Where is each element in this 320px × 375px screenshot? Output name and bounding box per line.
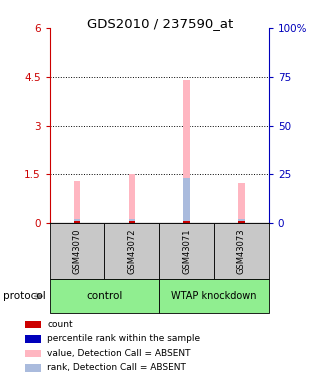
Text: GSM43071: GSM43071 bbox=[182, 228, 191, 274]
Bar bbox=[25, 321, 41, 328]
Bar bbox=[129, 221, 135, 223]
FancyBboxPatch shape bbox=[50, 279, 159, 313]
Bar bbox=[25, 364, 41, 372]
Text: percentile rank within the sample: percentile rank within the sample bbox=[47, 334, 201, 343]
Bar bbox=[238, 221, 245, 223]
Text: GSM43070: GSM43070 bbox=[73, 228, 82, 274]
Text: count: count bbox=[47, 320, 73, 328]
Bar bbox=[238, 183, 245, 223]
Bar bbox=[238, 219, 245, 223]
Bar bbox=[74, 181, 80, 223]
Text: value, Detection Call = ABSENT: value, Detection Call = ABSENT bbox=[47, 349, 191, 358]
Text: rank, Detection Call = ABSENT: rank, Detection Call = ABSENT bbox=[47, 363, 186, 372]
FancyBboxPatch shape bbox=[104, 223, 159, 279]
FancyBboxPatch shape bbox=[159, 279, 269, 313]
Bar bbox=[183, 178, 190, 223]
Bar bbox=[129, 174, 135, 223]
Bar bbox=[74, 219, 80, 223]
FancyBboxPatch shape bbox=[159, 223, 214, 279]
Bar bbox=[25, 335, 41, 343]
Bar bbox=[25, 350, 41, 357]
FancyBboxPatch shape bbox=[50, 223, 104, 279]
Text: GDS2010 / 237590_at: GDS2010 / 237590_at bbox=[87, 17, 233, 30]
Text: protocol: protocol bbox=[3, 291, 46, 301]
Bar bbox=[74, 221, 80, 223]
Text: GSM43073: GSM43073 bbox=[237, 228, 246, 274]
Text: WTAP knockdown: WTAP knockdown bbox=[171, 291, 257, 301]
FancyBboxPatch shape bbox=[214, 223, 269, 279]
Text: GSM43072: GSM43072 bbox=[127, 228, 136, 274]
Bar bbox=[129, 219, 135, 223]
Bar bbox=[183, 221, 190, 223]
Text: control: control bbox=[86, 291, 123, 301]
Bar bbox=[183, 80, 190, 223]
